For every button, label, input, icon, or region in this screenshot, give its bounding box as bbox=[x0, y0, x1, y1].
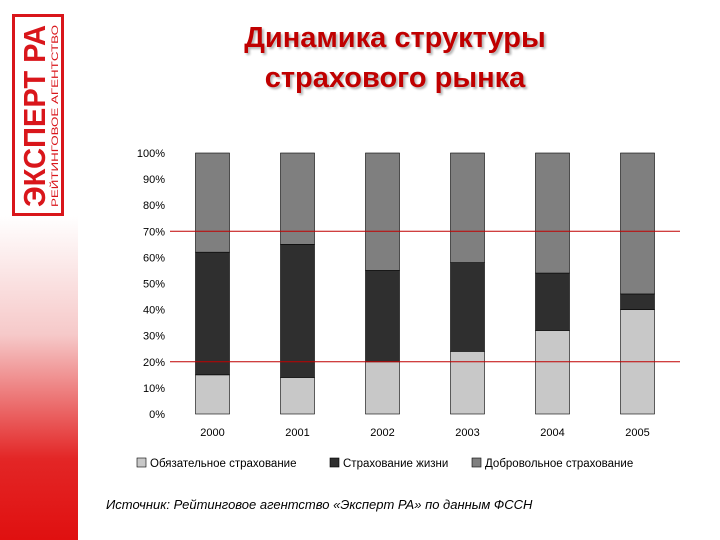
x-tick-label: 2001 bbox=[285, 427, 309, 439]
bar-segment bbox=[195, 251, 230, 376]
x-tick-label: 2005 bbox=[625, 427, 649, 439]
y-tick-label: 100% bbox=[137, 148, 165, 160]
title-line-2: страхового рынка bbox=[264, 62, 526, 94]
bar-segment bbox=[365, 270, 400, 363]
bar-segment bbox=[450, 351, 485, 415]
x-tick-label: 2003 bbox=[455, 427, 479, 439]
bar-segment bbox=[620, 293, 655, 310]
bar-segment bbox=[450, 262, 485, 352]
y-tick-label: 60% bbox=[143, 252, 165, 264]
x-tick-label: 2002 bbox=[370, 427, 394, 439]
x-tick-label: 2004 bbox=[540, 427, 564, 439]
y-tick-label: 70% bbox=[143, 226, 165, 238]
bar-segment bbox=[535, 330, 570, 415]
title-line-1: Динамика структуры bbox=[244, 22, 546, 54]
expert-ra-logo: ЭКСПЕРТ РА РЕЙТИНГОВОЕ АГЕНТСТВО bbox=[12, 14, 64, 216]
y-tick-label: 10% bbox=[143, 383, 165, 395]
bar-segment bbox=[280, 152, 315, 245]
slide-title: Динамика структуры страхового рынка bbox=[140, 18, 650, 98]
legend-swatch bbox=[329, 457, 340, 468]
bar-segment bbox=[535, 272, 570, 331]
bar-segment bbox=[195, 152, 230, 253]
legend-label: Обязательное страхование bbox=[150, 458, 297, 470]
legend-swatch bbox=[471, 457, 482, 468]
x-tick-label: 2000 bbox=[200, 427, 224, 439]
bar-segment bbox=[280, 244, 315, 378]
logo-sub-text: РЕЙТИНГОВОЕ АГЕНТСТВО bbox=[49, 25, 61, 207]
y-tick-label: 30% bbox=[143, 331, 165, 343]
y-tick-label: 40% bbox=[143, 305, 165, 317]
y-tick-label: 80% bbox=[143, 200, 165, 212]
legend-label: Добровольное страхование bbox=[485, 458, 633, 470]
bar-segment bbox=[620, 152, 655, 295]
y-tick-label: 50% bbox=[143, 279, 165, 291]
logo-main-text: ЭКСПЕРТ РА bbox=[17, 25, 52, 207]
source-note: Источник: Рейтинговое агентство «Эксперт… bbox=[106, 497, 533, 512]
legend-swatch bbox=[136, 457, 147, 468]
y-tick-label: 90% bbox=[143, 174, 165, 186]
bar-segment bbox=[280, 377, 315, 415]
bar-segment bbox=[365, 361, 400, 415]
legend-label: Страхование жизни bbox=[343, 458, 448, 470]
bar-segment bbox=[365, 152, 400, 271]
bar-segment bbox=[535, 152, 570, 274]
bar-segment bbox=[450, 152, 485, 263]
bar-segment bbox=[195, 374, 230, 415]
y-tick-label: 20% bbox=[143, 357, 165, 369]
y-tick-label: 0% bbox=[149, 409, 165, 421]
